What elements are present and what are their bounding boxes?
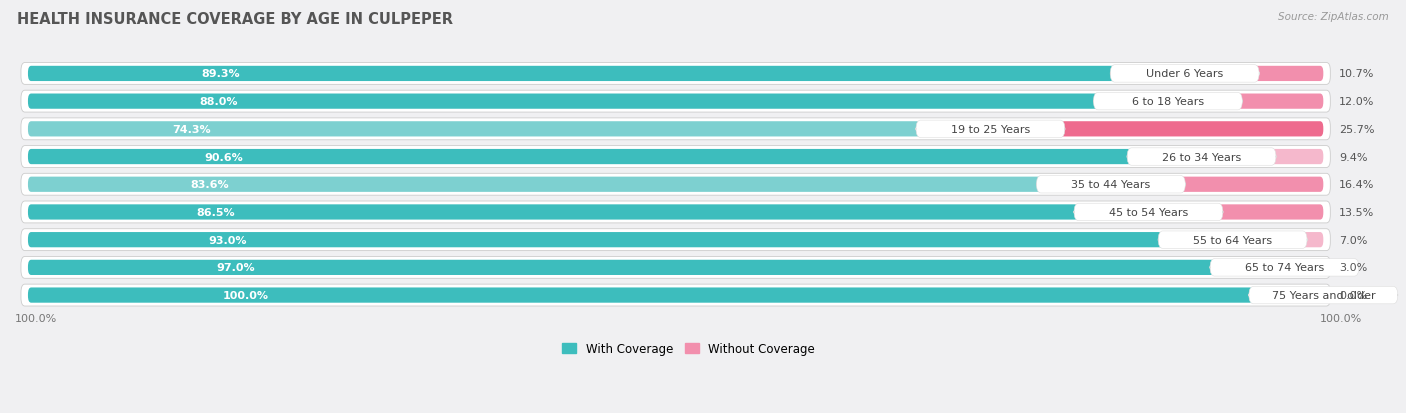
FancyBboxPatch shape: [21, 257, 1330, 279]
Text: 100.0%: 100.0%: [222, 290, 269, 300]
FancyBboxPatch shape: [21, 174, 1330, 196]
Text: Under 6 Years: Under 6 Years: [1146, 69, 1223, 79]
Text: 19 to 25 Years: 19 to 25 Years: [950, 125, 1031, 135]
Text: 100.0%: 100.0%: [15, 313, 58, 323]
FancyBboxPatch shape: [21, 63, 1330, 85]
FancyBboxPatch shape: [21, 119, 1330, 140]
FancyBboxPatch shape: [1128, 148, 1277, 166]
Text: 55 to 64 Years: 55 to 64 Years: [1194, 235, 1272, 245]
FancyBboxPatch shape: [1185, 66, 1323, 82]
Text: 100.0%: 100.0%: [1320, 313, 1362, 323]
Legend: With Coverage, Without Coverage: With Coverage, Without Coverage: [557, 337, 820, 360]
Text: 3.0%: 3.0%: [1339, 263, 1367, 273]
FancyBboxPatch shape: [990, 122, 1323, 137]
Text: 0.0%: 0.0%: [1339, 290, 1367, 300]
Text: 97.0%: 97.0%: [217, 263, 254, 273]
Text: 16.4%: 16.4%: [1339, 180, 1374, 190]
FancyBboxPatch shape: [28, 150, 1202, 165]
FancyBboxPatch shape: [21, 229, 1330, 251]
FancyBboxPatch shape: [1074, 204, 1223, 221]
Text: 26 to 34 Years: 26 to 34 Years: [1161, 152, 1241, 162]
Text: 35 to 44 Years: 35 to 44 Years: [1071, 180, 1150, 190]
FancyBboxPatch shape: [28, 260, 1285, 275]
Text: 83.6%: 83.6%: [190, 180, 229, 190]
FancyBboxPatch shape: [1249, 287, 1398, 304]
FancyBboxPatch shape: [28, 94, 1168, 109]
FancyBboxPatch shape: [28, 66, 1185, 82]
FancyBboxPatch shape: [1111, 177, 1323, 192]
FancyBboxPatch shape: [1094, 93, 1243, 111]
FancyBboxPatch shape: [1285, 260, 1323, 275]
FancyBboxPatch shape: [1211, 259, 1360, 276]
Text: 10.7%: 10.7%: [1339, 69, 1374, 79]
FancyBboxPatch shape: [21, 146, 1330, 168]
Text: 74.3%: 74.3%: [173, 125, 211, 135]
Text: 93.0%: 93.0%: [208, 235, 247, 245]
FancyBboxPatch shape: [28, 288, 1323, 303]
Text: 9.4%: 9.4%: [1339, 152, 1368, 162]
Text: 90.6%: 90.6%: [204, 152, 243, 162]
FancyBboxPatch shape: [1036, 176, 1185, 194]
FancyBboxPatch shape: [21, 202, 1330, 223]
Text: 12.0%: 12.0%: [1339, 97, 1374, 107]
FancyBboxPatch shape: [28, 205, 1149, 220]
FancyBboxPatch shape: [28, 233, 1233, 248]
FancyBboxPatch shape: [915, 121, 1064, 138]
FancyBboxPatch shape: [1168, 94, 1323, 109]
Text: 86.5%: 86.5%: [195, 207, 235, 217]
FancyBboxPatch shape: [1202, 150, 1323, 165]
Text: 7.0%: 7.0%: [1339, 235, 1367, 245]
Text: 6 to 18 Years: 6 to 18 Years: [1132, 97, 1204, 107]
FancyBboxPatch shape: [21, 285, 1330, 306]
FancyBboxPatch shape: [1159, 231, 1308, 249]
Text: 25.7%: 25.7%: [1339, 125, 1375, 135]
Text: HEALTH INSURANCE COVERAGE BY AGE IN CULPEPER: HEALTH INSURANCE COVERAGE BY AGE IN CULP…: [17, 12, 453, 27]
FancyBboxPatch shape: [28, 177, 1111, 192]
FancyBboxPatch shape: [1149, 205, 1323, 220]
Text: Source: ZipAtlas.com: Source: ZipAtlas.com: [1278, 12, 1389, 22]
FancyBboxPatch shape: [1233, 233, 1323, 248]
FancyBboxPatch shape: [1111, 66, 1260, 83]
Text: 45 to 54 Years: 45 to 54 Years: [1109, 207, 1188, 217]
FancyBboxPatch shape: [28, 122, 990, 137]
Text: 65 to 74 Years: 65 to 74 Years: [1244, 263, 1324, 273]
Text: 88.0%: 88.0%: [198, 97, 238, 107]
Text: 89.3%: 89.3%: [201, 69, 240, 79]
Text: 75 Years and older: 75 Years and older: [1271, 290, 1375, 300]
FancyBboxPatch shape: [21, 91, 1330, 113]
Text: 13.5%: 13.5%: [1339, 207, 1374, 217]
